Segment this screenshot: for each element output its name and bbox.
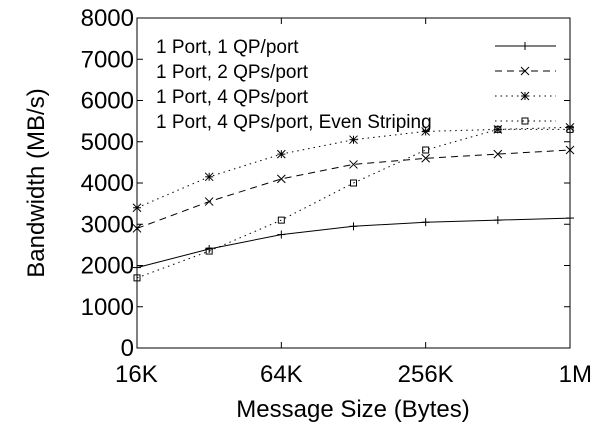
legend-item: 1 Port, 4 QPs/port: [156, 87, 556, 108]
series-line: [136, 128, 570, 279]
y-tick-label: 4000: [81, 170, 134, 197]
y-tick-label: 7000: [81, 46, 134, 73]
x-axis-title: Message Size (Bytes): [236, 396, 469, 423]
y-tick-label: 0: [121, 335, 134, 362]
data-point: [566, 214, 574, 223]
data-point: [277, 230, 286, 239]
marker-stroke: [421, 153, 431, 163]
legend-label: 1 Port, 4 QPs/port: [156, 87, 309, 108]
marker-stroke: [421, 127, 431, 136]
legend-label: 1 Port, 1 QP/port: [156, 37, 299, 58]
data-point: [276, 174, 286, 184]
series-1: [133, 214, 574, 272]
marker-stroke: [422, 146, 430, 154]
series-layer: [132, 122, 575, 282]
y-tick-label: 1000: [81, 294, 134, 321]
marker-stroke: [565, 145, 575, 155]
x-tick-label: 1M: [559, 361, 592, 388]
legend-item: 1 Port, 1 QP/port: [156, 37, 556, 58]
data-point: [494, 125, 502, 133]
marker-stroke: [493, 149, 503, 159]
data-point: [520, 91, 530, 101]
y-tick-label: 6000: [81, 88, 134, 115]
data-point: [566, 125, 574, 133]
marker-stroke: [494, 125, 502, 133]
marker-stroke: [520, 66, 530, 76]
series-3: [132, 122, 575, 213]
data-point: [132, 203, 142, 213]
legend-label: 1 Port, 4 QPs/port, Even Striping: [156, 112, 432, 133]
series-2: [132, 145, 575, 233]
marker-stroke: [132, 224, 142, 233]
marker-stroke: [276, 174, 286, 184]
data-point: [493, 149, 503, 159]
y-tick-label: 5000: [81, 129, 134, 156]
data-point: [493, 216, 502, 225]
marker-stroke: [204, 197, 214, 206]
data-point: [205, 247, 213, 255]
data-point: [277, 216, 285, 224]
marker-stroke: [205, 247, 213, 255]
marker-stroke: [520, 91, 530, 101]
data-point: [349, 160, 358, 169]
x-tick-label: 256K: [398, 361, 454, 388]
data-point: [521, 42, 529, 50]
data-point: [520, 66, 530, 76]
x-tick-label: 64K: [260, 361, 303, 388]
data-point: [350, 179, 357, 187]
data-point: [204, 197, 214, 206]
marker-stroke: [276, 149, 286, 159]
marker-stroke: [133, 274, 141, 282]
y-tick-label: 3000: [81, 211, 134, 238]
data-point: [422, 146, 430, 154]
legend-label: 1 Port, 2 QPs/port: [156, 62, 309, 83]
marker-stroke: [566, 125, 574, 133]
data-point: [132, 224, 142, 233]
data-point: [133, 263, 141, 272]
data-point: [421, 153, 431, 163]
marker-stroke: [132, 203, 142, 213]
marker-stroke: [350, 179, 357, 187]
series-4: [133, 125, 574, 282]
marker-stroke: [277, 216, 285, 224]
data-point: [349, 222, 358, 231]
legend: 1 Port, 1 QP/port 1 Port, 2 QPs/port 1 Por…: [156, 37, 556, 133]
y-tick-label: 8000: [81, 5, 134, 32]
axis-ticks: [136, 17, 571, 349]
data-point: [133, 274, 141, 282]
tick-labels: 0 1000 2000 3000 4000 5000 6000 7000 8000 16K 64K 2…: [81, 5, 592, 388]
data-point: [276, 149, 286, 159]
marker-stroke: [349, 135, 358, 145]
marker-stroke: [204, 172, 214, 182]
data-point: [204, 172, 214, 182]
legend-item: 1 Port, 2 QPs/port: [156, 62, 556, 83]
data-point: [421, 218, 430, 227]
data-point: [565, 145, 575, 155]
series-line: [136, 149, 571, 229]
marker-stroke: [349, 160, 358, 169]
marker-stroke: [521, 117, 529, 125]
y-axis-title: Bandwidth (MB/s): [23, 88, 50, 277]
data-point: [421, 127, 431, 136]
data-point: [521, 117, 529, 125]
y-tick-label: 2000: [81, 253, 134, 280]
x-tick-label: 16K: [115, 361, 158, 388]
data-point: [349, 135, 358, 145]
legend-item: 1 Port, 4 QPs/port, Even Striping: [156, 112, 556, 133]
